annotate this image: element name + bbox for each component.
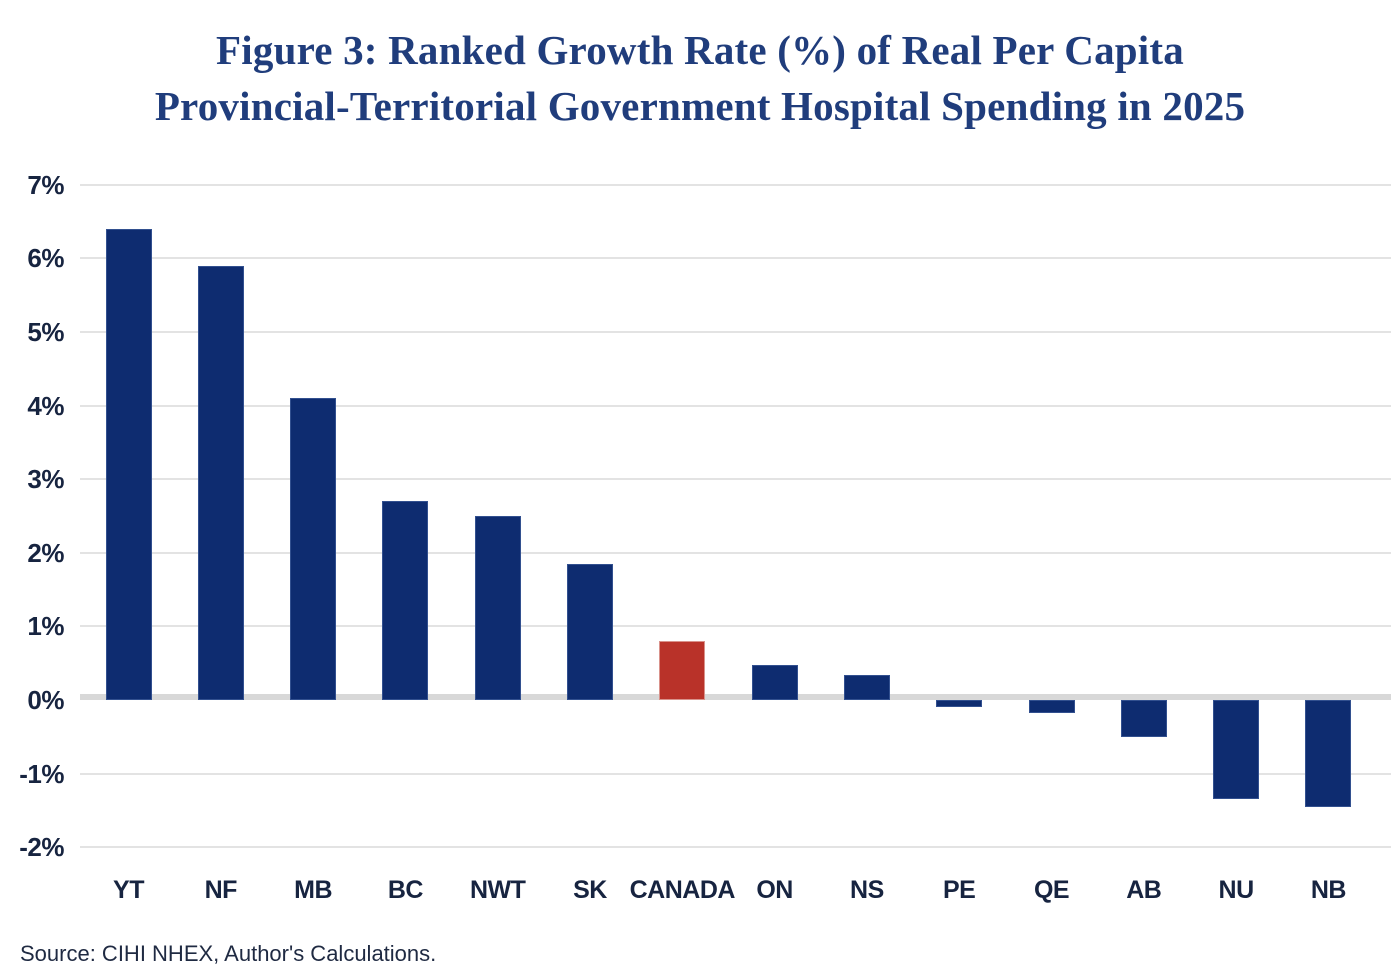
bar-NU [1213,700,1260,800]
bar-AB [1120,700,1167,737]
x-tick-label-PE: PE [943,876,976,904]
y-tick-label--2%: -2% [19,832,64,863]
gridline-2% [80,551,1391,554]
bar-NWT [474,516,521,700]
x-tick-label-YT: YT [113,876,144,904]
bar-QE [1028,700,1075,714]
x-tick-label-NWT: NWT [469,876,526,904]
chart-title: Figure 3: Ranked Growth Rate (%) of Real… [0,22,1400,134]
y-tick-label-7%: 7% [27,169,64,200]
x-tick-label-NS: NS [850,876,884,904]
bar-YT [105,228,152,700]
x-tick-label-NU: NU [1218,876,1255,904]
x-tick-label-NF: NF [204,876,238,904]
y-tick-label-2%: 2% [27,537,64,568]
bar-CANADA [659,641,706,700]
chart-title-line2: Provincial-Territorial Government Hospit… [154,83,1246,129]
gridline-4% [80,404,1391,407]
bar-ON [751,664,798,700]
x-tick-label-ON: ON [756,876,793,904]
bar-NB [1305,700,1352,807]
gridline-3% [80,478,1391,481]
x-tick-label-BC: BC [387,876,424,904]
bar-PE [936,700,983,708]
x-tick-label-AB: AB [1126,876,1162,904]
y-tick-label-6%: 6% [27,243,64,274]
x-tick-label-NB: NB [1310,876,1347,904]
gridline--1% [80,772,1391,775]
y-tick-label-0%: 0% [27,685,64,715]
y-tick-label-3%: 3% [27,464,64,495]
bar-SK [567,563,613,700]
chart-title-line1: Figure 3: Ranked Growth Rate (%) of Real… [216,27,1184,73]
gridline-6% [80,257,1391,260]
bar-NS [843,674,890,700]
gridline-7% [80,183,1391,186]
x-tick-label-QE: QE [1033,876,1070,904]
x-tick-label-CANADA: CANADA [629,876,736,904]
gridline-1% [80,625,1391,628]
gridline--2% [80,846,1391,849]
x-tick-label-MB: MB [294,876,333,904]
bar-BC [382,501,429,700]
x-tick-label-SK: SK [573,876,607,904]
bar-NF [197,265,244,700]
y-tick-label--1%: -1% [19,758,64,789]
bar-MB [290,398,337,700]
gridline-5% [80,331,1391,333]
y-tick-label-1%: 1% [27,611,64,642]
y-tick-label-5%: 5% [27,317,64,347]
y-tick-label-4%: 4% [27,390,64,421]
zero-gridline [80,694,1391,700]
source-note: Source: CIHI NHEX, Author's Calculations… [20,941,437,966]
